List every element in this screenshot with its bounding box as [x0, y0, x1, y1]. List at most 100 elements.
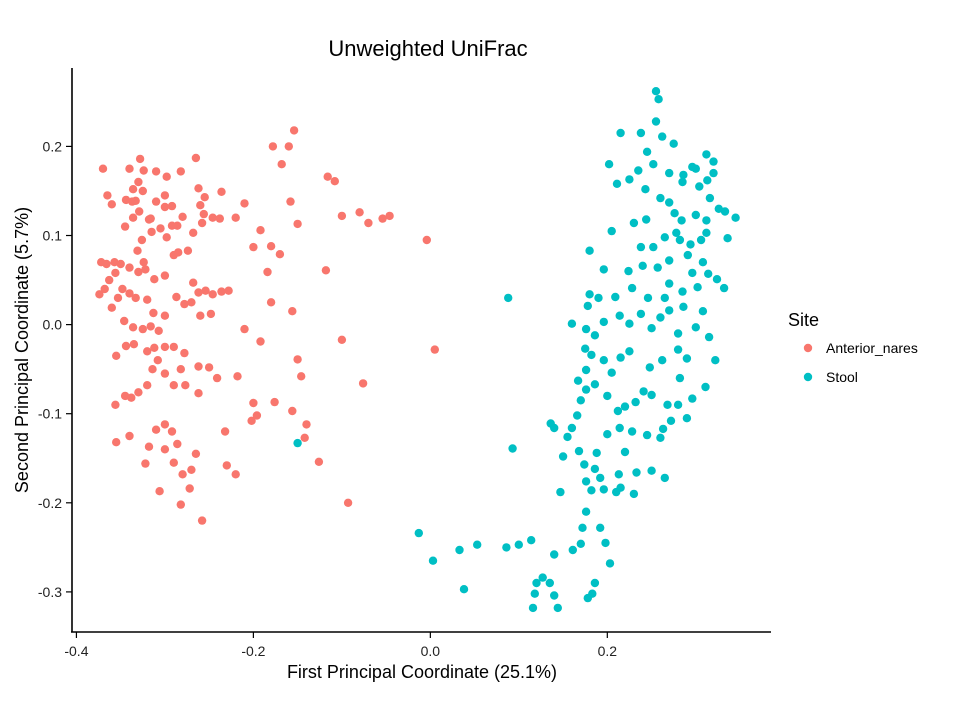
data-point-stool [653, 263, 662, 272]
data-point-stool [596, 523, 605, 532]
data-point-anterior-nares [314, 457, 324, 466]
data-point-stool [702, 228, 711, 237]
data-point-anterior-nares [146, 214, 155, 223]
data-point-anterior-nares [118, 284, 127, 294]
data-point-anterior-nares [180, 348, 189, 358]
data-point-stool [660, 473, 669, 483]
data-point-anterior-nares [112, 438, 121, 447]
data-point-anterior-nares [215, 214, 224, 223]
data-point-stool [627, 427, 637, 436]
data-point-stool [675, 235, 685, 245]
data-point-anterior-nares [180, 299, 189, 309]
series-stool [293, 87, 740, 613]
data-point-stool [615, 423, 624, 433]
data-point-anterior-nares [176, 167, 185, 176]
data-point-anterior-nares [191, 153, 201, 163]
data-point-stool [556, 487, 565, 497]
data-point-stool [654, 95, 663, 104]
data-point-anterior-nares [233, 372, 242, 381]
data-point-stool [558, 452, 568, 461]
data-point-anterior-nares [144, 442, 154, 451]
data-point-stool [553, 603, 562, 613]
data-point-anterior-nares [111, 268, 120, 278]
data-point-anterior-nares [128, 323, 138, 332]
data-point-anterior-nares [422, 235, 431, 245]
x-tick-label: 0.0 [421, 643, 441, 659]
data-point-anterior-nares [173, 439, 182, 449]
data-point-anterior-nares [199, 209, 208, 219]
y-axis-ticks: -0.3 -0.2 -0.1 0.0 0.1 0.2 [38, 138, 72, 600]
data-point-stool [656, 433, 665, 442]
data-point-anterior-nares [107, 303, 117, 312]
data-point-stool [473, 540, 482, 549]
data-point-anterior-nares [289, 126, 299, 135]
data-point-anterior-nares [162, 233, 171, 242]
data-point-stool [293, 438, 302, 448]
data-point-anterior-nares [128, 213, 138, 222]
x-tick-label: 0.2 [598, 643, 618, 659]
data-point-stool [585, 246, 594, 255]
data-point-stool [701, 382, 710, 392]
data-point-anterior-nares [160, 445, 170, 454]
data-point-stool [627, 283, 637, 293]
data-point-stool [611, 292, 620, 302]
data-point-stool [625, 347, 634, 356]
data-point-anterior-nares [151, 167, 161, 176]
data-point-anterior-nares [176, 365, 185, 374]
plot-area [95, 87, 740, 613]
data-point-anterior-nares [120, 316, 129, 326]
chart-title: Unweighted UniFrac [328, 36, 527, 61]
data-point-anterior-nares [300, 433, 309, 442]
data-point-stool [702, 216, 711, 225]
data-point-stool [691, 210, 700, 220]
data-point-stool [673, 345, 683, 354]
data-point-anterior-nares [277, 160, 286, 169]
data-point-stool [665, 256, 674, 265]
data-point-anterior-nares [194, 362, 203, 371]
data-point-stool [538, 573, 547, 582]
data-point-anterior-nares [204, 363, 214, 372]
data-point-anterior-nares [160, 420, 170, 429]
data-point-anterior-nares [162, 172, 171, 181]
data-point-anterior-nares [138, 324, 147, 334]
data-point-stool [594, 293, 603, 303]
y-tick-label: -0.3 [38, 584, 62, 600]
data-point-stool [629, 218, 639, 228]
data-point-anterior-nares [249, 242, 258, 252]
data-point-anterior-nares [151, 425, 161, 434]
legend-marker-anterior-nares [803, 343, 813, 353]
data-point-stool [704, 269, 713, 278]
data-point-anterior-nares [121, 195, 131, 205]
data-point-anterior-nares [189, 278, 198, 287]
data-point-anterior-nares [102, 259, 111, 269]
data-point-anterior-nares [150, 275, 159, 284]
data-point-stool [686, 240, 695, 249]
data-point-anterior-nares [302, 420, 311, 429]
data-point-stool [696, 235, 706, 245]
data-point-anterior-nares [153, 356, 162, 365]
data-point-anterior-nares [266, 242, 276, 251]
data-point-stool [625, 175, 634, 184]
data-point-stool [678, 177, 687, 187]
data-point-stool [550, 591, 559, 600]
data-point-stool [645, 363, 654, 372]
data-point-anterior-nares [125, 263, 134, 272]
data-point-stool [581, 477, 591, 486]
data-point-stool [651, 117, 661, 126]
data-point-anterior-nares [252, 411, 262, 420]
y-axis-label: Second Principal Coordinate (5.7%) [12, 207, 32, 493]
data-point-anterior-nares [160, 342, 170, 352]
data-point-anterior-nares [200, 193, 209, 202]
data-point-stool [576, 396, 585, 405]
data-point-stool [709, 168, 718, 178]
data-point-stool [607, 226, 616, 236]
data-point-stool [688, 268, 697, 278]
data-point-stool [504, 293, 513, 303]
data-point-stool [428, 556, 438, 565]
data-point-stool [675, 373, 685, 383]
data-point-anterior-nares [297, 372, 306, 381]
data-point-stool [695, 182, 704, 191]
data-point-stool [642, 147, 652, 156]
data-point-anterior-nares [103, 191, 112, 200]
data-point-stool [672, 228, 681, 237]
